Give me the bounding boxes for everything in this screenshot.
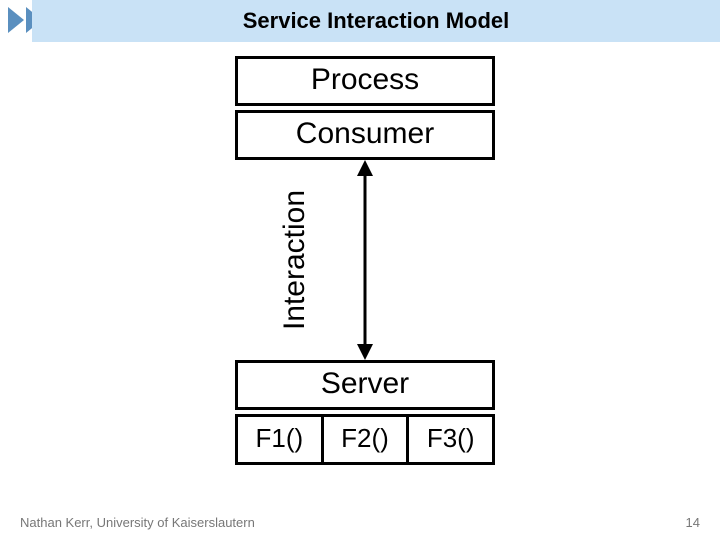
box-server: Server bbox=[235, 360, 495, 410]
box-process: Process bbox=[235, 56, 495, 106]
diagram: Process Consumer Interaction Server F1()… bbox=[235, 56, 495, 465]
footer-author: Nathan Kerr, University of Kaiserslauter… bbox=[20, 515, 255, 530]
box-consumer: Consumer bbox=[235, 110, 495, 160]
decor-arrow-1 bbox=[8, 7, 24, 33]
interaction-zone: Interaction bbox=[235, 160, 495, 360]
footer: Nathan Kerr, University of Kaiserslauter… bbox=[20, 515, 700, 530]
title-bar: Service Interaction Model bbox=[32, 0, 720, 42]
slide-title: Service Interaction Model bbox=[243, 8, 510, 34]
func-cell-1: F1() bbox=[235, 414, 324, 465]
footer-page-number: 14 bbox=[686, 515, 700, 530]
func-cell-3: F3() bbox=[406, 414, 495, 465]
left-stripe bbox=[0, 0, 32, 540]
interaction-label: Interaction bbox=[278, 190, 312, 330]
functions-row: F1() F2() F3() bbox=[235, 414, 495, 465]
func-cell-2: F2() bbox=[321, 414, 410, 465]
slide-root: Service Interaction Model Process Consum… bbox=[0, 0, 720, 540]
interaction-arrow bbox=[345, 160, 385, 360]
